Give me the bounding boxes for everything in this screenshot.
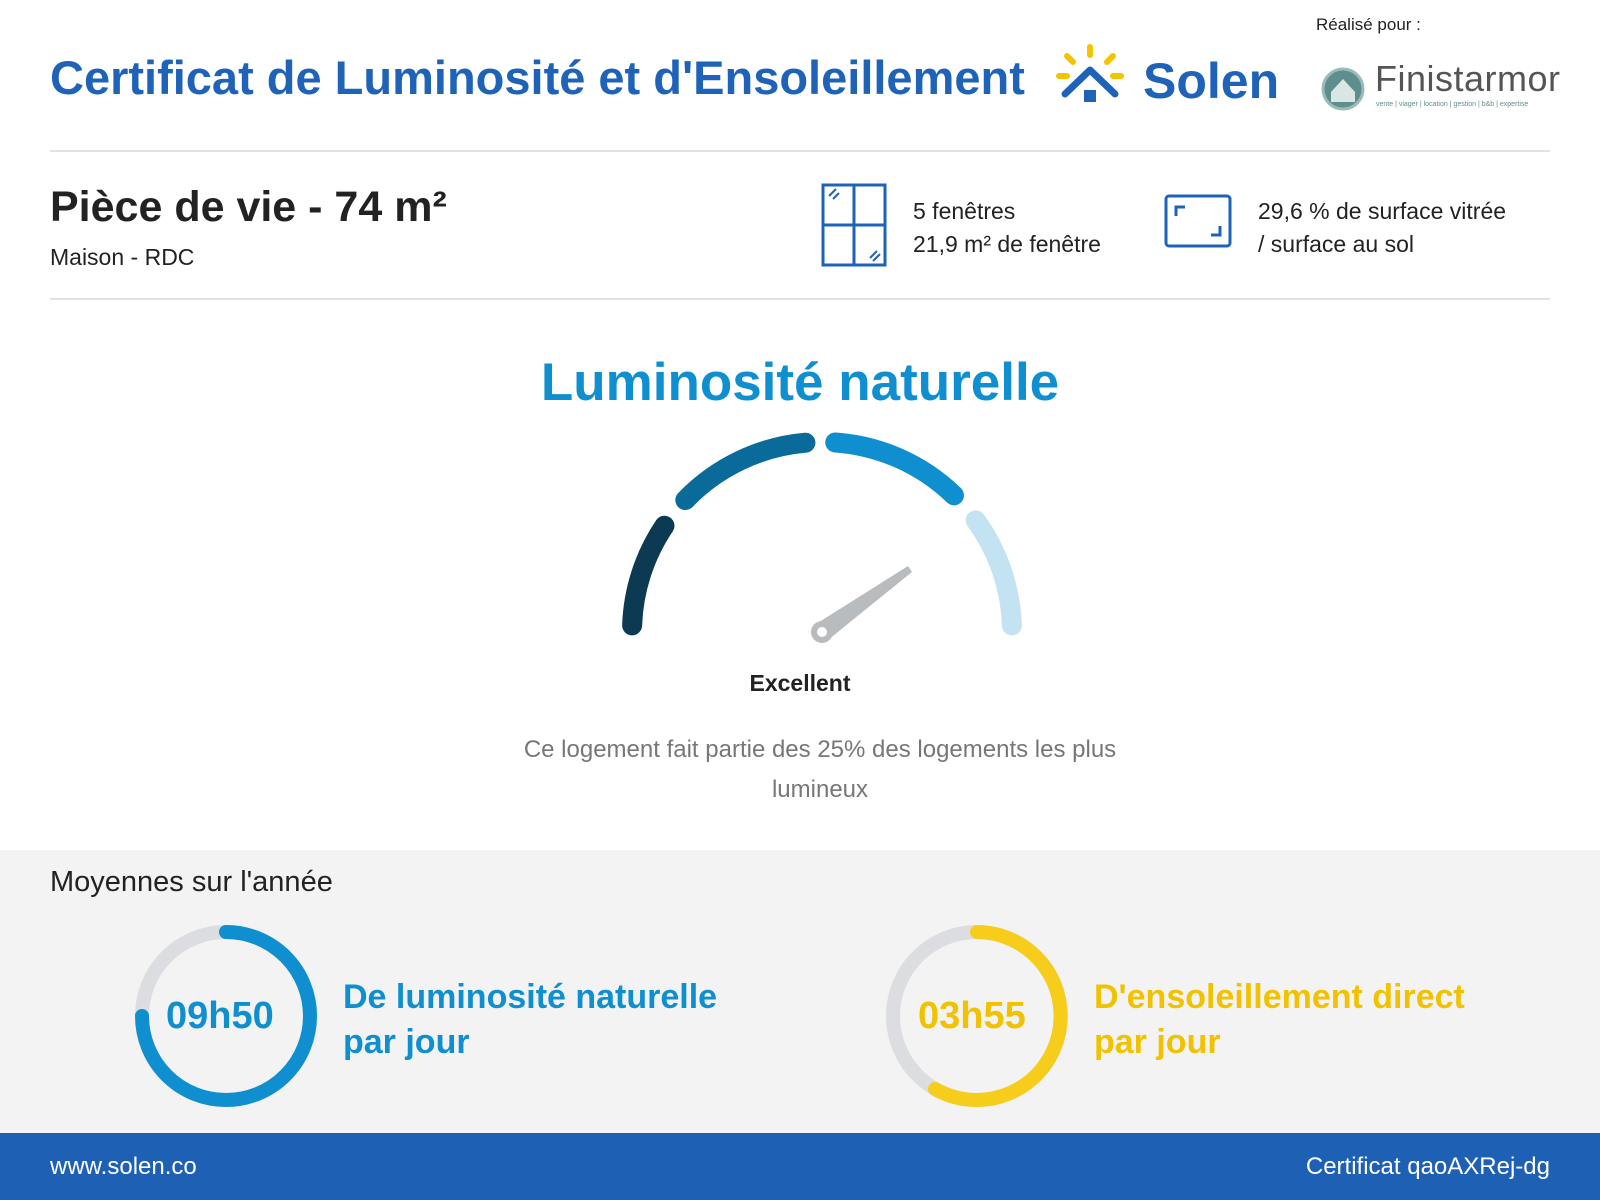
windows-count: 5 fenêtres xyxy=(913,198,1016,224)
divider xyxy=(50,298,1550,300)
daylight-value: 09h50 xyxy=(166,995,274,1037)
title: Certificat de Luminosité et d'Ensoleille… xyxy=(50,51,1025,104)
made-for: Réalisé pour : xyxy=(1316,15,1421,34)
glazing-line1: 29,6 % de surface vitrée xyxy=(1258,198,1507,224)
certificate-id: Certificat qaoAXRej-dg xyxy=(1305,1153,1550,1180)
client-logo-icon xyxy=(1321,67,1365,111)
solen-logo-icon xyxy=(1056,44,1124,102)
gauge-part xyxy=(816,566,912,640)
rating: Excellent xyxy=(749,670,851,696)
windows-info: 5 fenêtres 21,9 m² de fenêtre xyxy=(913,195,1101,261)
gauge xyxy=(622,432,1022,643)
footer: www.solen.co Certificat qaoAXRej-dg xyxy=(0,1133,1600,1200)
sunlight-label: D'ensoleillement direct par jour xyxy=(1094,975,1465,1065)
sunlight-line1: D'ensoleillement direct xyxy=(1094,978,1465,1016)
averages-section: Moyennes sur l'année 09h50 De luminosité… xyxy=(0,850,1600,1133)
gauge-part xyxy=(622,515,675,636)
client-name: Finistarmor xyxy=(1375,58,1561,99)
daylight-ring xyxy=(135,925,317,1107)
website: www.solen.co xyxy=(50,1153,197,1180)
client-tagline: vente | viager | location | gestion | b&… xyxy=(1376,101,1529,108)
daylight-label: De luminosité naturelle par jour xyxy=(343,975,717,1065)
room-title: Pièce de vie - 74 m² xyxy=(50,183,447,231)
sunlight-line2: par jour xyxy=(1094,1023,1221,1061)
windows-area: 21,9 m² de fenêtre xyxy=(913,231,1101,257)
surface-icon xyxy=(1164,194,1232,248)
sunlight-ring xyxy=(886,925,1068,1107)
luminosity-description: Ce logement fait partie des 25% des loge… xyxy=(523,736,1117,803)
brand: Solen xyxy=(1143,53,1280,109)
daylight-line2: par jour xyxy=(343,1023,470,1061)
gauge-part xyxy=(965,510,1022,636)
divider xyxy=(50,150,1550,152)
sunlight-value: 03h55 xyxy=(918,995,1026,1037)
luminosity-title: Luminosité naturelle xyxy=(540,353,1060,412)
averages-title: Moyennes sur l'année xyxy=(50,866,333,898)
window-icon xyxy=(821,183,887,267)
room-subtitle: Maison - RDC xyxy=(50,244,195,270)
glazing-line2: / surface au sol xyxy=(1258,231,1414,257)
daylight-line1: De luminosité naturelle xyxy=(343,978,718,1016)
gauge-part xyxy=(817,627,827,637)
gauge-part xyxy=(675,432,816,511)
glazing-info: 29,6 % de surface vitrée / surface au so… xyxy=(1258,195,1506,261)
gauge-part xyxy=(825,432,964,506)
